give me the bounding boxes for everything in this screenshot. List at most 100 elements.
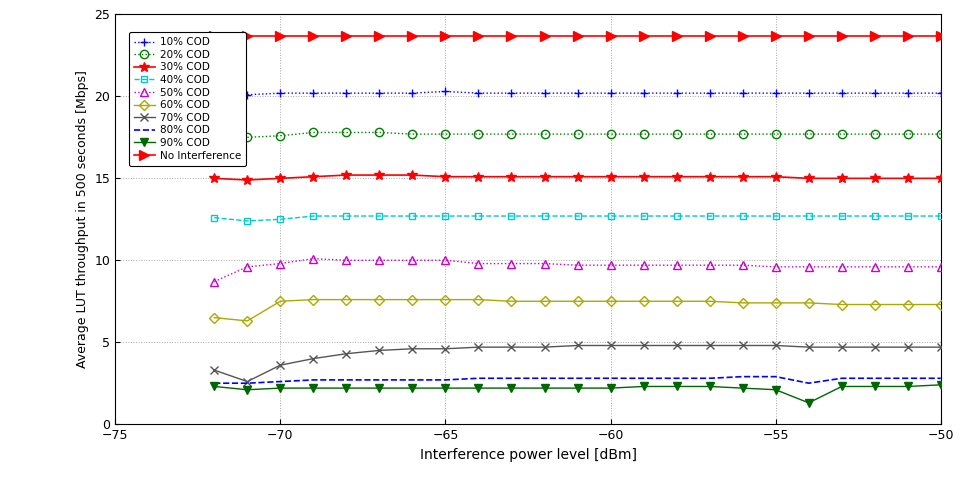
- 60% COD: [242, 318, 253, 324]
- No Interference: [605, 33, 616, 39]
- Legend: 10% COD, 20% COD, 30% COD, 40% COD, 50% COD, 60% COD, 70% COD, 80% COD, 90% COD,: 10% COD, 20% COD, 30% COD, 40% COD, 50% …: [129, 32, 247, 166]
- No Interference: [836, 33, 848, 39]
- 60% COD: [440, 297, 451, 303]
- Line: 60% COD: 60% COD: [211, 296, 945, 324]
- 10% COD: [869, 90, 880, 96]
- 50% COD: [539, 261, 550, 267]
- 50% COD: [902, 264, 914, 270]
- 30% COD: [208, 175, 220, 181]
- 70% COD: [836, 344, 848, 350]
- 30% COD: [935, 175, 947, 181]
- 30% COD: [704, 174, 715, 180]
- Line: 50% COD: 50% COD: [210, 254, 945, 286]
- 60% COD: [506, 298, 517, 304]
- No Interference: [704, 33, 715, 39]
- Y-axis label: Average LUT throughput in 500 seconds [Mbps]: Average LUT throughput in 500 seconds [M…: [76, 70, 89, 368]
- No Interference: [341, 33, 352, 39]
- 70% COD: [407, 346, 419, 352]
- 30% COD: [242, 177, 253, 183]
- 80% COD: [605, 375, 616, 381]
- 60% COD: [671, 298, 683, 304]
- 80% COD: [341, 377, 352, 383]
- 10% COD: [506, 90, 517, 96]
- 20% COD: [242, 134, 253, 140]
- 10% COD: [902, 90, 914, 96]
- Line: 20% COD: 20% COD: [210, 128, 945, 142]
- No Interference: [373, 33, 385, 39]
- 60% COD: [902, 302, 914, 308]
- 90% COD: [869, 384, 880, 389]
- 90% COD: [935, 382, 947, 388]
- 30% COD: [869, 175, 880, 181]
- 20% COD: [836, 131, 848, 137]
- 30% COD: [373, 172, 385, 178]
- 40% COD: [770, 213, 781, 219]
- 40% COD: [506, 213, 517, 219]
- 90% COD: [472, 385, 484, 391]
- 90% COD: [704, 384, 715, 389]
- 10% COD: [373, 90, 385, 96]
- 50% COD: [869, 264, 880, 270]
- 80% COD: [770, 374, 781, 379]
- 10% COD: [935, 90, 947, 96]
- 30% COD: [407, 172, 419, 178]
- 70% COD: [341, 351, 352, 357]
- 70% COD: [242, 379, 253, 385]
- 90% COD: [737, 385, 749, 391]
- 50% COD: [803, 264, 814, 270]
- 60% COD: [869, 302, 880, 308]
- 50% COD: [737, 262, 749, 268]
- 90% COD: [539, 385, 550, 391]
- 40% COD: [275, 216, 286, 222]
- 90% COD: [208, 384, 220, 389]
- 80% COD: [572, 375, 584, 381]
- 80% COD: [836, 375, 848, 381]
- 80% COD: [275, 379, 286, 385]
- 30% COD: [605, 174, 616, 180]
- 80% COD: [208, 380, 220, 386]
- 80% COD: [440, 377, 451, 383]
- 60% COD: [373, 297, 385, 303]
- 10% COD: [472, 90, 484, 96]
- 20% COD: [208, 134, 220, 140]
- 50% COD: [836, 264, 848, 270]
- 80% COD: [803, 380, 814, 386]
- 40% COD: [242, 218, 253, 224]
- 70% COD: [605, 343, 616, 348]
- 60% COD: [275, 298, 286, 304]
- 60% COD: [737, 300, 749, 306]
- 10% COD: [208, 92, 220, 98]
- 40% COD: [869, 213, 880, 219]
- 70% COD: [275, 362, 286, 368]
- 80% COD: [935, 375, 947, 381]
- 20% COD: [341, 130, 352, 135]
- 30% COD: [671, 174, 683, 180]
- 80% COD: [373, 377, 385, 383]
- 70% COD: [704, 343, 715, 348]
- No Interference: [472, 33, 484, 39]
- No Interference: [407, 33, 419, 39]
- 40% COD: [341, 213, 352, 219]
- 80% COD: [506, 375, 517, 381]
- 40% COD: [539, 213, 550, 219]
- 40% COD: [472, 213, 484, 219]
- 20% COD: [373, 130, 385, 135]
- Line: 40% COD: 40% COD: [211, 213, 945, 225]
- 30% COD: [572, 174, 584, 180]
- No Interference: [770, 33, 781, 39]
- 80% COD: [242, 380, 253, 386]
- 60% COD: [935, 302, 947, 308]
- 90% COD: [373, 385, 385, 391]
- 60% COD: [605, 298, 616, 304]
- 20% COD: [407, 131, 419, 137]
- 40% COD: [902, 213, 914, 219]
- 70% COD: [869, 344, 880, 350]
- 80% COD: [637, 375, 649, 381]
- 60% COD: [572, 298, 584, 304]
- 40% COD: [440, 213, 451, 219]
- 20% COD: [472, 131, 484, 137]
- 10% COD: [836, 90, 848, 96]
- 50% COD: [637, 262, 649, 268]
- 20% COD: [902, 131, 914, 137]
- Line: 30% COD: 30% COD: [209, 170, 946, 185]
